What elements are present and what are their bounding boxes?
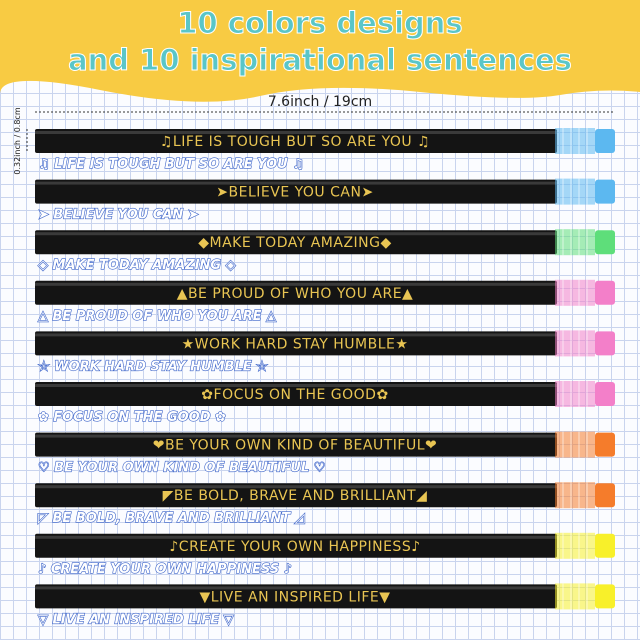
eraser xyxy=(595,179,615,204)
ferrule xyxy=(555,381,595,407)
pencil-highlight xyxy=(35,333,557,337)
caption: ♡ BE YOUR OWN KIND OF BEAUTIFUL ♡ xyxy=(38,461,325,476)
eraser xyxy=(595,584,615,609)
length-label: 7.6inch / 19cm xyxy=(268,94,372,110)
pencil-highlight xyxy=(35,384,557,387)
pencil-text: ♫LIFE IS TOUGH BUT SO ARE YOU ♫ xyxy=(160,134,430,150)
pencil-highlight xyxy=(35,535,557,539)
caption: ◇ MAKE TODAY AMAZING ◇ xyxy=(38,258,236,273)
pencil-highlight xyxy=(35,282,557,286)
eraser xyxy=(595,483,615,508)
pencil-text: ▲BE PROUD OF WHO YOU ARE▲ xyxy=(177,286,414,302)
title: and 10 inspirational sentences xyxy=(68,43,572,77)
pencil-body xyxy=(35,129,557,153)
title: 10 colors designs xyxy=(177,6,462,40)
caption: ✿ FOCUS ON THE GOOD ✿ xyxy=(38,410,226,425)
pencil-text: ◆MAKE TODAY AMAZING◆ xyxy=(198,235,392,251)
caption: ♫ LIFE IS TOUGH BUT SO ARE YOU ♫ xyxy=(38,157,304,172)
pencil-highlight xyxy=(35,181,557,185)
caption: ☆ WORK HARD STAY HUMBLE ☆ xyxy=(38,359,268,374)
pencil-text: ◤BE BOLD, BRAVE AND BRILLIANT◢ xyxy=(163,488,428,504)
eraser xyxy=(595,432,615,457)
pencil-body xyxy=(35,432,557,457)
ferrule xyxy=(555,583,595,610)
eraser xyxy=(595,129,615,153)
ferrule xyxy=(555,178,595,205)
pencil-text: ➤BELIEVE YOU CAN➤ xyxy=(216,185,373,201)
ferrule xyxy=(555,279,595,306)
pencil-text: ❤BE YOUR OWN KIND OF BEAUTIFUL❤ xyxy=(153,438,437,454)
pencil-highlight xyxy=(35,232,557,236)
pencil-text: ★WORK HARD STAY HUMBLE★ xyxy=(182,336,409,352)
ferrule xyxy=(555,482,595,509)
pencil-highlight xyxy=(35,131,557,134)
pencil-body xyxy=(35,280,557,305)
pencil-text: ♪CREATE YOUR OWN HAPPINESS♪ xyxy=(169,539,420,555)
eraser xyxy=(595,230,615,255)
eraser xyxy=(595,280,615,305)
pencil-text: ✿FOCUS ON THE GOOD✿ xyxy=(201,387,388,403)
pencil-body xyxy=(35,179,557,204)
pencil-list: ♫LIFE IS TOUGH BUT SO ARE YOU ♫ ♫ LIFE IS… xyxy=(35,128,615,628)
pencil-highlight xyxy=(35,434,557,438)
ferrule xyxy=(555,532,595,559)
banner xyxy=(0,0,640,102)
pencil-highlight xyxy=(35,485,557,489)
eraser xyxy=(595,331,615,356)
diameter-label: 0.32inch / 0.8cm xyxy=(13,107,22,174)
pencil-body xyxy=(35,331,557,356)
caption: ➤ BELIEVE YOU CAN ➤ xyxy=(38,208,199,223)
ferrule xyxy=(555,128,595,154)
ferrule xyxy=(555,330,595,357)
pencil-body xyxy=(35,584,557,609)
ferrule xyxy=(555,229,595,256)
eraser xyxy=(595,533,615,558)
pencil-highlight xyxy=(35,586,557,590)
pencil-body xyxy=(35,483,557,508)
pencil-text: ▼LIVE AN INSPIRED LIFE▼ xyxy=(199,589,390,605)
caption: ♪ CREATE YOUR OWN HAPPINESS ♪ xyxy=(38,562,292,577)
caption: △ BE PROUD OF WHO YOU ARE △ xyxy=(38,309,276,324)
ferrule xyxy=(555,431,595,458)
eraser xyxy=(595,382,615,406)
pencil-body xyxy=(35,230,557,255)
caption: ◸ BE BOLD, BRAVE AND BRILLIANT ◿ xyxy=(38,511,305,526)
pencil-body xyxy=(35,382,557,406)
caption: ▽ LIVE AN INSPIRED LIFE ▽ xyxy=(38,612,234,627)
pencil-body xyxy=(35,533,557,558)
